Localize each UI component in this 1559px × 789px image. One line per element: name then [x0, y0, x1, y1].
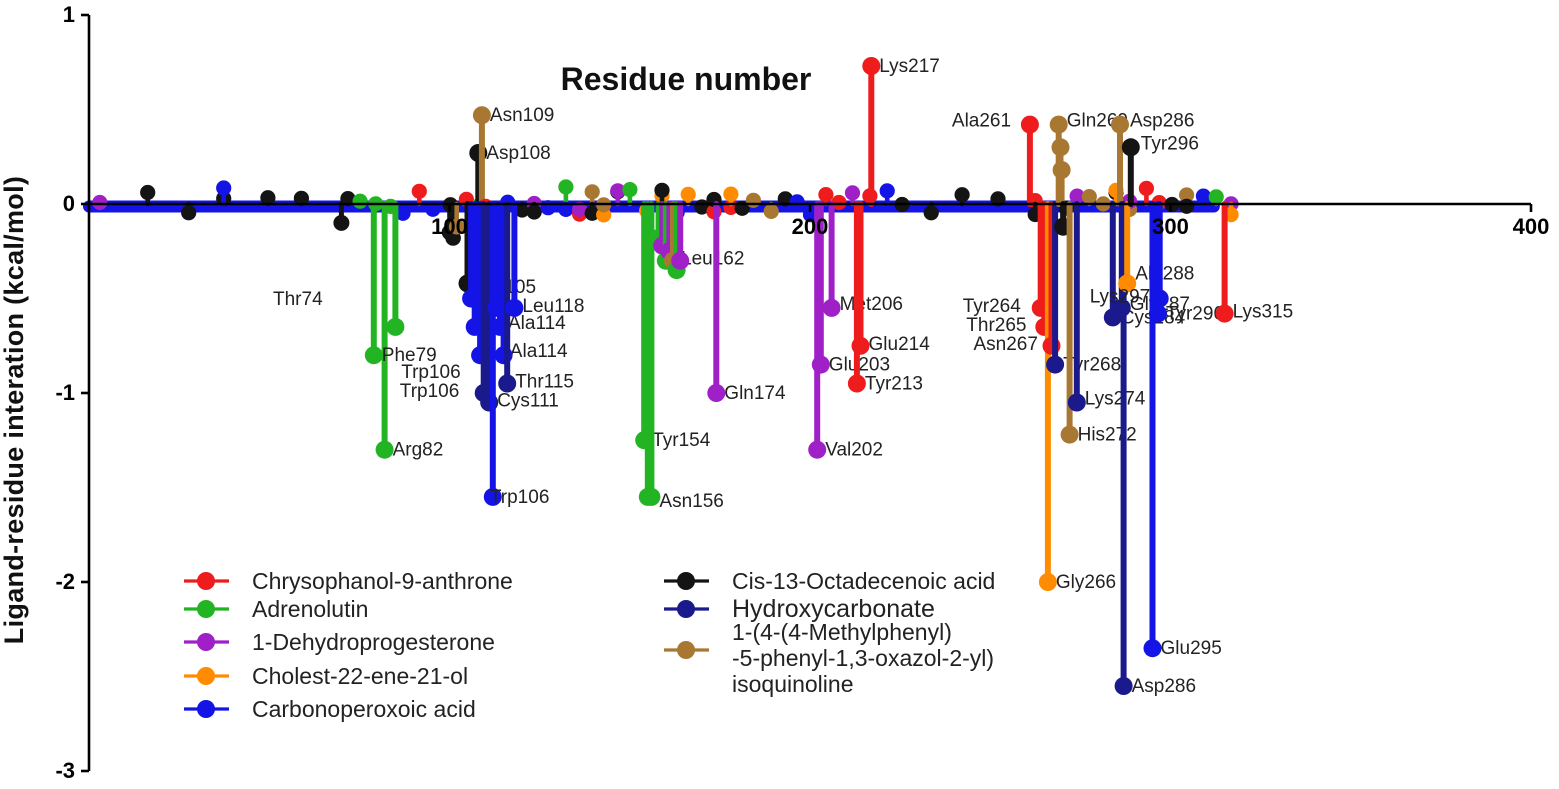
svg-text:1-Dehydroprogesterone: 1-Dehydroprogesterone — [252, 629, 495, 655]
svg-text:300: 300 — [1152, 214, 1189, 239]
svg-text:1: 1 — [63, 2, 75, 27]
svg-text:-2: -2 — [55, 569, 75, 594]
svg-text:Tyr154: Tyr154 — [652, 430, 711, 451]
svg-text:0: 0 — [63, 191, 75, 216]
svg-text:Residue number: Residue number — [561, 61, 812, 97]
svg-text:Val202: Val202 — [825, 440, 883, 461]
svg-text:His272: His272 — [1078, 425, 1137, 446]
svg-text:Arg82: Arg82 — [393, 440, 444, 461]
svg-text:Ala114: Ala114 — [510, 341, 568, 362]
svg-text:Leu118: Leu118 — [522, 296, 584, 317]
svg-text:Ala288: Ala288 — [1135, 263, 1194, 284]
svg-text:Gly266: Gly266 — [1056, 572, 1116, 593]
svg-text:Tyr213: Tyr213 — [865, 374, 923, 395]
svg-text:Glu214: Glu214 — [869, 334, 931, 355]
svg-text:Lys274: Lys274 — [1085, 389, 1146, 410]
svg-text:Met206: Met206 — [840, 294, 903, 315]
svg-text:Trp106: Trp106 — [490, 487, 550, 508]
svg-text:Gln174: Gln174 — [724, 383, 786, 404]
svg-text:Thr115: Thr115 — [515, 372, 574, 393]
svg-text:Lys217: Lys217 — [879, 56, 940, 77]
svg-text:Cholest-22-ene-21-ol: Cholest-22-ene-21-ol — [252, 663, 468, 689]
svg-text:Cis-13-Octadecenoic acid: Cis-13-Octadecenoic acid — [732, 568, 995, 594]
svg-text:isoquinoline: isoquinoline — [732, 671, 853, 697]
svg-text:Asn156: Asn156 — [659, 491, 723, 512]
svg-text:Lys297: Lys297 — [1090, 287, 1151, 308]
svg-text:Asp286: Asp286 — [1132, 676, 1196, 697]
svg-text:Tyr296: Tyr296 — [1141, 133, 1199, 154]
svg-text:Cys111: Cys111 — [497, 391, 559, 412]
svg-text:200: 200 — [792, 214, 829, 239]
svg-text:Thr265: Thr265 — [966, 315, 1026, 336]
svg-text:Thr74: Thr74 — [273, 289, 323, 310]
svg-text:Glu295: Glu295 — [1161, 638, 1222, 659]
svg-text:Tyr264: Tyr264 — [963, 296, 1022, 317]
svg-text:Ligand-residue interation (kca: Ligand-residue interation (kcal/mol) — [0, 176, 29, 644]
svg-text:100: 100 — [431, 214, 468, 239]
svg-text:Asp286: Asp286 — [1130, 111, 1194, 132]
svg-text:-3: -3 — [55, 758, 75, 783]
svg-text:Adrenolutin: Adrenolutin — [252, 596, 368, 622]
svg-text:-1: -1 — [55, 380, 75, 405]
svg-text:Trp106: Trp106 — [401, 362, 461, 383]
svg-text:Leu162: Leu162 — [681, 249, 744, 270]
svg-text:Lys315: Lys315 — [1233, 302, 1294, 323]
svg-text:Trp106: Trp106 — [400, 381, 460, 402]
svg-text:Chrysophanol-9-anthrone: Chrysophanol-9-anthrone — [252, 568, 513, 594]
svg-text:Asp108: Asp108 — [486, 143, 550, 164]
svg-text:Carbonoperoxoic acid: Carbonoperoxoic acid — [252, 696, 476, 722]
svg-text:Asn267: Asn267 — [974, 334, 1038, 355]
svg-text:-5-phenyl-1,3-oxazol-2-yl): -5-phenyl-1,3-oxazol-2-yl) — [732, 645, 994, 671]
svg-text:Asn109: Asn109 — [490, 105, 554, 126]
svg-text:Ala261: Ala261 — [952, 111, 1011, 132]
svg-text:400: 400 — [1513, 214, 1550, 239]
svg-text:1-(4-(4-Methylphenyl): 1-(4-(4-Methylphenyl) — [732, 619, 952, 645]
svg-text:Tyr296: Tyr296 — [1166, 304, 1224, 325]
